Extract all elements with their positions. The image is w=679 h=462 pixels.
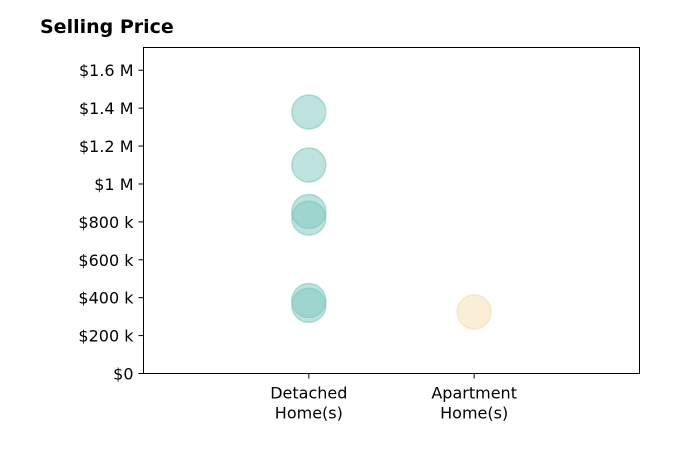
plot-area-frame <box>143 47 640 374</box>
y-tick-label: $200 k <box>78 327 134 346</box>
x-axis: Detached Home(s) Apartment Home(s) <box>270 373 517 423</box>
y-tick-label: $0 <box>113 365 133 384</box>
data-point <box>291 94 327 130</box>
chart-title: Selling Price <box>40 16 174 38</box>
data-points <box>291 94 492 330</box>
x-tick-label: Apartment Home(s) <box>431 384 517 423</box>
y-tick-label: $800 k <box>78 213 134 232</box>
x-tick-label: Detached Home(s) <box>270 384 347 423</box>
y-tick-label: $1.6 M <box>79 61 134 80</box>
y-tick-label: $600 k <box>78 251 134 270</box>
data-point <box>291 287 327 324</box>
y-tick-label: $400 k <box>78 289 134 308</box>
y-tick-label: $1 M <box>94 175 133 194</box>
y-tick-label: $1.4 M <box>79 99 134 118</box>
y-tick-label: $1.2 M <box>79 137 134 156</box>
data-point <box>291 147 327 183</box>
data-point <box>291 200 327 236</box>
data-point <box>456 294 492 330</box>
y-axis: $0 $200 k $400 k $600 k $800 k $1 M $1.2 M $1.4… <box>78 61 144 384</box>
